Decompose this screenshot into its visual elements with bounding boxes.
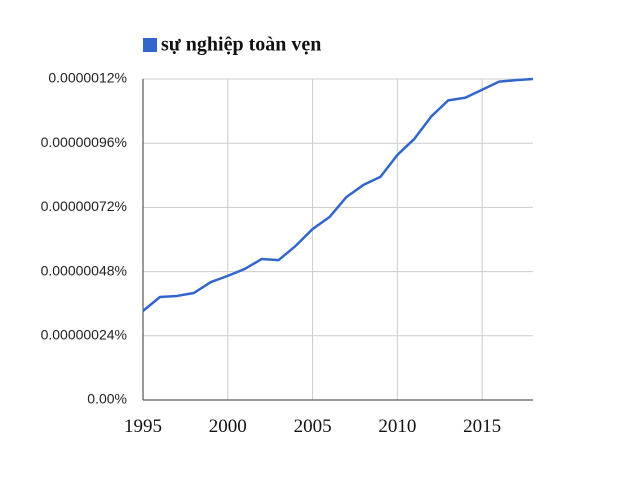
- x-tick-label: 2010: [378, 416, 416, 437]
- legend-label: sự nghiệp toàn vẹn: [161, 34, 321, 56]
- x-tick-label: 2005: [294, 416, 332, 437]
- x-tick-label: 2015: [463, 416, 501, 437]
- y-tick-label: 0.00000048%: [41, 262, 127, 278]
- legend-swatch: [143, 38, 157, 52]
- y-tick-label: 0.00000096%: [41, 134, 127, 150]
- data-line: [142, 77, 534, 312]
- y-tick-label: 0.00000072%: [41, 198, 127, 214]
- x-tick-label: 1995: [124, 416, 162, 437]
- x-tick-label: 2000: [209, 416, 247, 437]
- y-tick-label: 0.00000024%: [41, 327, 127, 343]
- y-tick-label: 0.0000012%: [48, 70, 127, 86]
- y-tick-label: 0.00%: [87, 391, 127, 407]
